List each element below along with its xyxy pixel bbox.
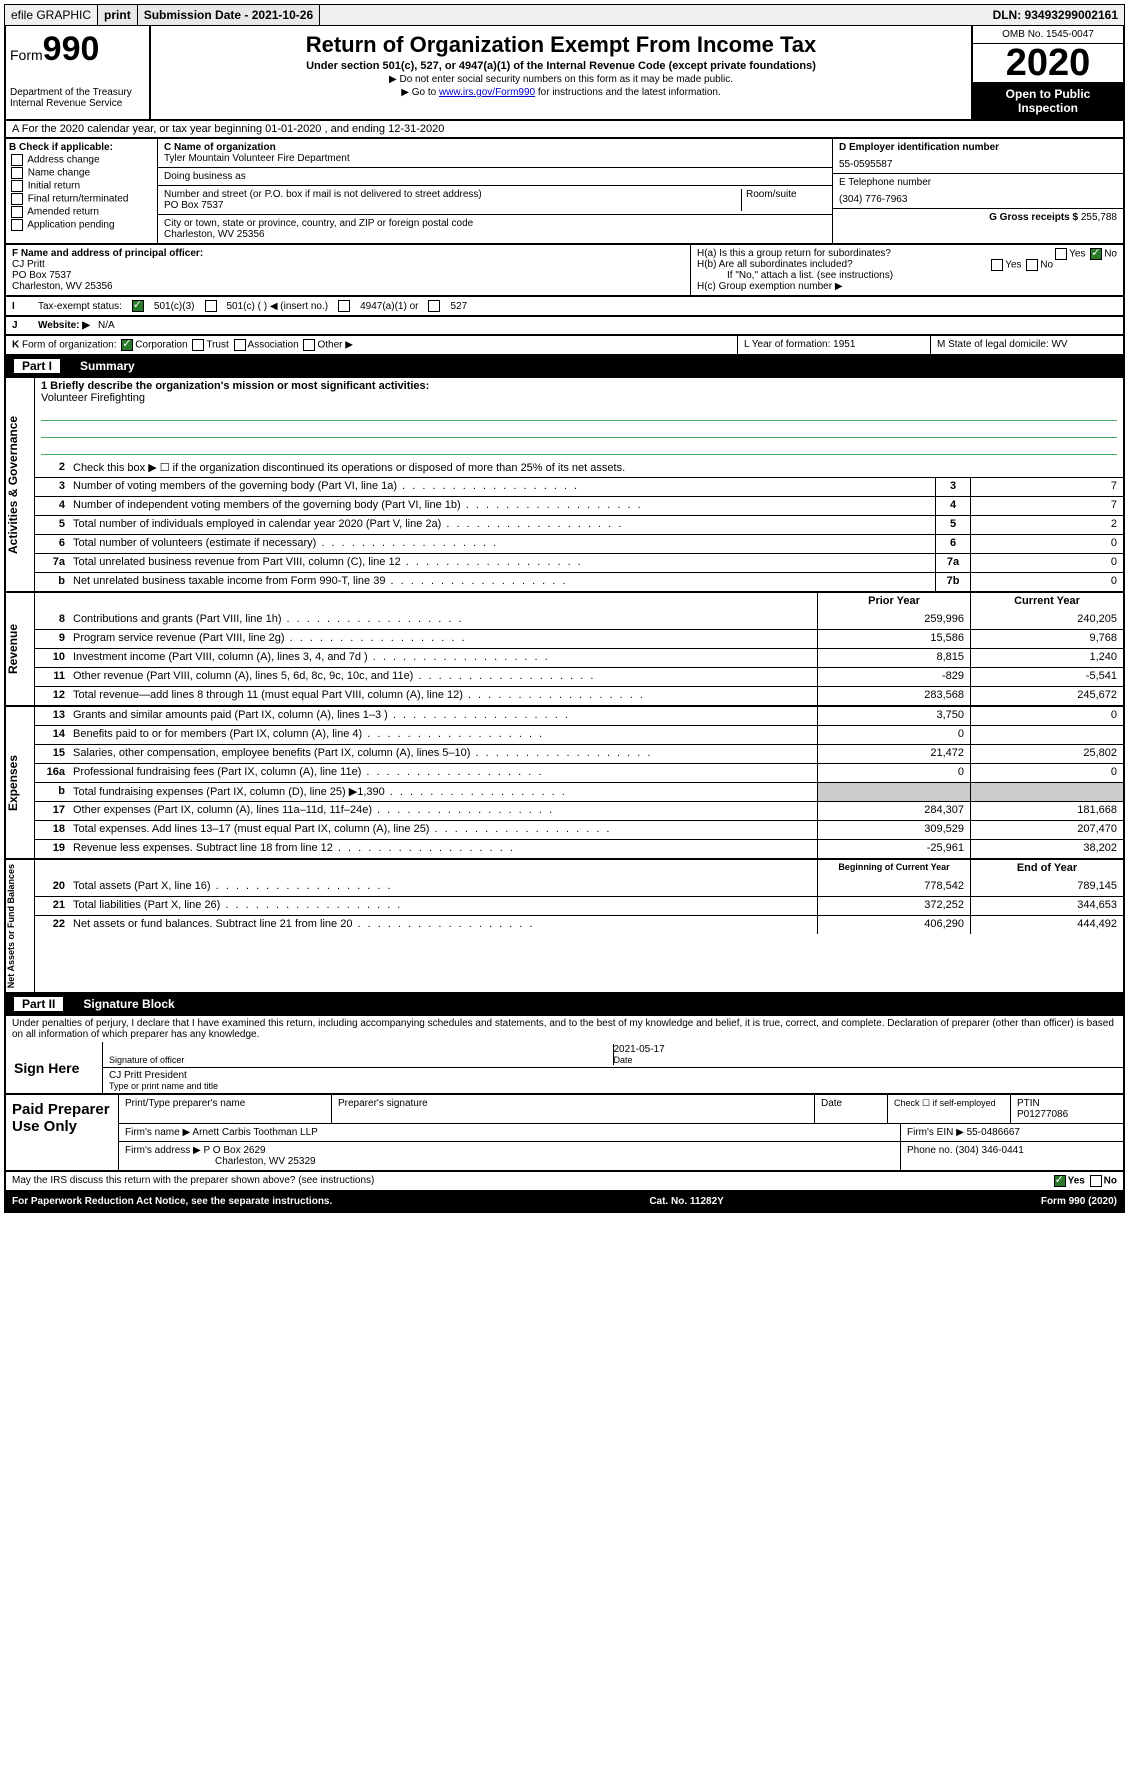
cb-address-change[interactable]: Address change	[9, 154, 154, 166]
row-i: I Tax-exempt status: 501(c)(3) 501(c) ( …	[4, 297, 1125, 317]
section-bcd: B Check if applicable: Address change Na…	[4, 139, 1125, 245]
row-j: J Website: ▶ N/A	[4, 317, 1125, 336]
summary-line: 7aTotal unrelated business revenue from …	[35, 553, 1123, 572]
form-header: Form990 Department of the Treasury Inter…	[4, 26, 1125, 121]
summary-line: 15Salaries, other compensation, employee…	[35, 744, 1123, 763]
part2-header: Part II Signature Block	[4, 994, 1125, 1016]
box-b: B Check if applicable: Address change Na…	[6, 139, 158, 243]
summary-line: 9Program service revenue (Part VIII, lin…	[35, 629, 1123, 648]
expenses-section: Expenses 13Grants and similar amounts pa…	[4, 707, 1125, 860]
summary-line: 20Total assets (Part X, line 16)778,5427…	[35, 878, 1123, 896]
org-address: PO Box 7537	[164, 200, 741, 211]
website: N/A	[98, 320, 115, 331]
link-note: ▶ Go to www.irs.gov/Form990 for instruct…	[155, 87, 967, 98]
summary-line: 3Number of voting members of the governi…	[35, 477, 1123, 496]
summary-line: bTotal fundraising expenses (Part IX, co…	[35, 782, 1123, 801]
mission-text: Volunteer Firefighting	[41, 392, 1117, 404]
header-mid: Return of Organization Exempt From Incom…	[151, 26, 971, 119]
penalties-text: Under penalties of perjury, I declare th…	[4, 1016, 1125, 1042]
form-title: Return of Organization Exempt From Incom…	[155, 32, 967, 58]
tax-year: 2020	[973, 44, 1123, 83]
section-fh: F Name and address of principal officer:…	[4, 245, 1125, 297]
form-subtitle: Under section 501(c), 527, or 4947(a)(1)…	[155, 60, 967, 72]
summary-line: 18Total expenses. Add lines 13–17 (must …	[35, 820, 1123, 839]
box-c: C Name of organization Tyler Mountain Vo…	[158, 139, 832, 243]
summary-line: 11Other revenue (Part VIII, column (A), …	[35, 667, 1123, 686]
summary-line: 13Grants and similar amounts paid (Part …	[35, 707, 1123, 725]
part1-header: Part I Summary	[4, 356, 1125, 378]
org-name: Tyler Mountain Volunteer Fire Department	[164, 153, 826, 164]
cb-initial-return[interactable]: Initial return	[9, 180, 154, 192]
revenue-section: Revenue Prior Year Current Year 8Contrib…	[4, 593, 1125, 707]
officer-name: CJ Pritt President	[109, 1070, 1117, 1081]
box-h: H(a) Is this a group return for subordin…	[690, 245, 1123, 295]
firm-ein: 55-0486667	[967, 1127, 1020, 1138]
summary-line: 19Revenue less expenses. Subtract line 1…	[35, 839, 1123, 858]
cb-amended[interactable]: Amended return	[9, 206, 154, 218]
cb-final-return[interactable]: Final return/terminated	[9, 193, 154, 205]
box-f: F Name and address of principal officer:…	[6, 245, 690, 295]
summary-line: 6Total number of volunteers (estimate if…	[35, 534, 1123, 553]
sign-here-section: Sign Here Signature of officer 2021-05-1…	[4, 1042, 1125, 1095]
firm-phone: (304) 346-0441	[955, 1145, 1023, 1156]
ssn-note: ▶ Do not enter social security numbers o…	[155, 74, 967, 85]
submission-date: Submission Date - 2021-10-26	[138, 5, 320, 25]
state-domicile: M State of legal domicile: WV	[931, 336, 1123, 354]
ein: 55-0595587	[839, 159, 1117, 170]
gross-receipts: 255,788	[1081, 212, 1117, 223]
cb-501c3[interactable]	[132, 300, 144, 312]
discuss-yes[interactable]	[1054, 1175, 1066, 1187]
header-left: Form990 Department of the Treasury Inter…	[6, 26, 151, 119]
row-klm: K Form of organization: Corporation Trus…	[4, 336, 1125, 356]
firm-name: Arnett Carbis Toothman LLP	[192, 1127, 317, 1138]
summary-line: 22Net assets or fund balances. Subtract …	[35, 915, 1123, 934]
print-button[interactable]: print	[98, 5, 138, 25]
page-footer: For Paperwork Reduction Act Notice, see …	[4, 1192, 1125, 1213]
dln: DLN: 93493299002161	[987, 5, 1124, 25]
efile-label: efile GRAPHIC	[5, 5, 98, 25]
top-bar: efile GRAPHIC print Submission Date - 20…	[4, 4, 1125, 26]
summary-line: 21Total liabilities (Part X, line 26)372…	[35, 896, 1123, 915]
irs-link[interactable]: www.irs.gov/Form990	[439, 87, 535, 98]
dept-label: Department of the Treasury Internal Reve…	[10, 87, 145, 109]
cb-app-pending[interactable]: Application pending	[9, 219, 154, 231]
summary-line: 10Investment income (Part VIII, column (…	[35, 648, 1123, 667]
summary-line: bNet unrelated business taxable income f…	[35, 572, 1123, 591]
summary-line: 5Total number of individuals employed in…	[35, 515, 1123, 534]
summary-line: 8Contributions and grants (Part VIII, li…	[35, 611, 1123, 629]
discuss-row: May the IRS discuss this return with the…	[4, 1172, 1125, 1192]
summary-line: 2Check this box ▶ ☐ if the organization …	[35, 459, 1123, 477]
summary-line: 4Number of independent voting members of…	[35, 496, 1123, 515]
summary-line: 14Benefits paid to or for members (Part …	[35, 725, 1123, 744]
summary-line: 12Total revenue—add lines 8 through 11 (…	[35, 686, 1123, 705]
header-right: OMB No. 1545-0047 2020 Open to Public In…	[971, 26, 1123, 119]
year-formation: L Year of formation: 1951	[738, 336, 931, 354]
summary-line: 16aProfessional fundraising fees (Part I…	[35, 763, 1123, 782]
cb-name-change[interactable]: Name change	[9, 167, 154, 179]
ptin: P01277086	[1017, 1109, 1117, 1120]
discuss-no[interactable]	[1090, 1175, 1102, 1187]
row-a: A For the 2020 calendar year, or tax yea…	[4, 121, 1125, 139]
netassets-section: Net Assets or Fund Balances Beginning of…	[4, 860, 1125, 994]
summary-line: 17Other expenses (Part IX, column (A), l…	[35, 801, 1123, 820]
org-city: Charleston, WV 25356	[164, 229, 826, 240]
governance-section: Activities & Governance 1 Briefly descri…	[4, 378, 1125, 593]
open-public-badge: Open to Public Inspection	[973, 83, 1123, 119]
box-d: D Employer identification number 55-0595…	[832, 139, 1123, 243]
phone: (304) 776-7963	[839, 194, 1117, 205]
paid-preparer-section: Paid Preparer Use Only Print/Type prepar…	[4, 1095, 1125, 1172]
